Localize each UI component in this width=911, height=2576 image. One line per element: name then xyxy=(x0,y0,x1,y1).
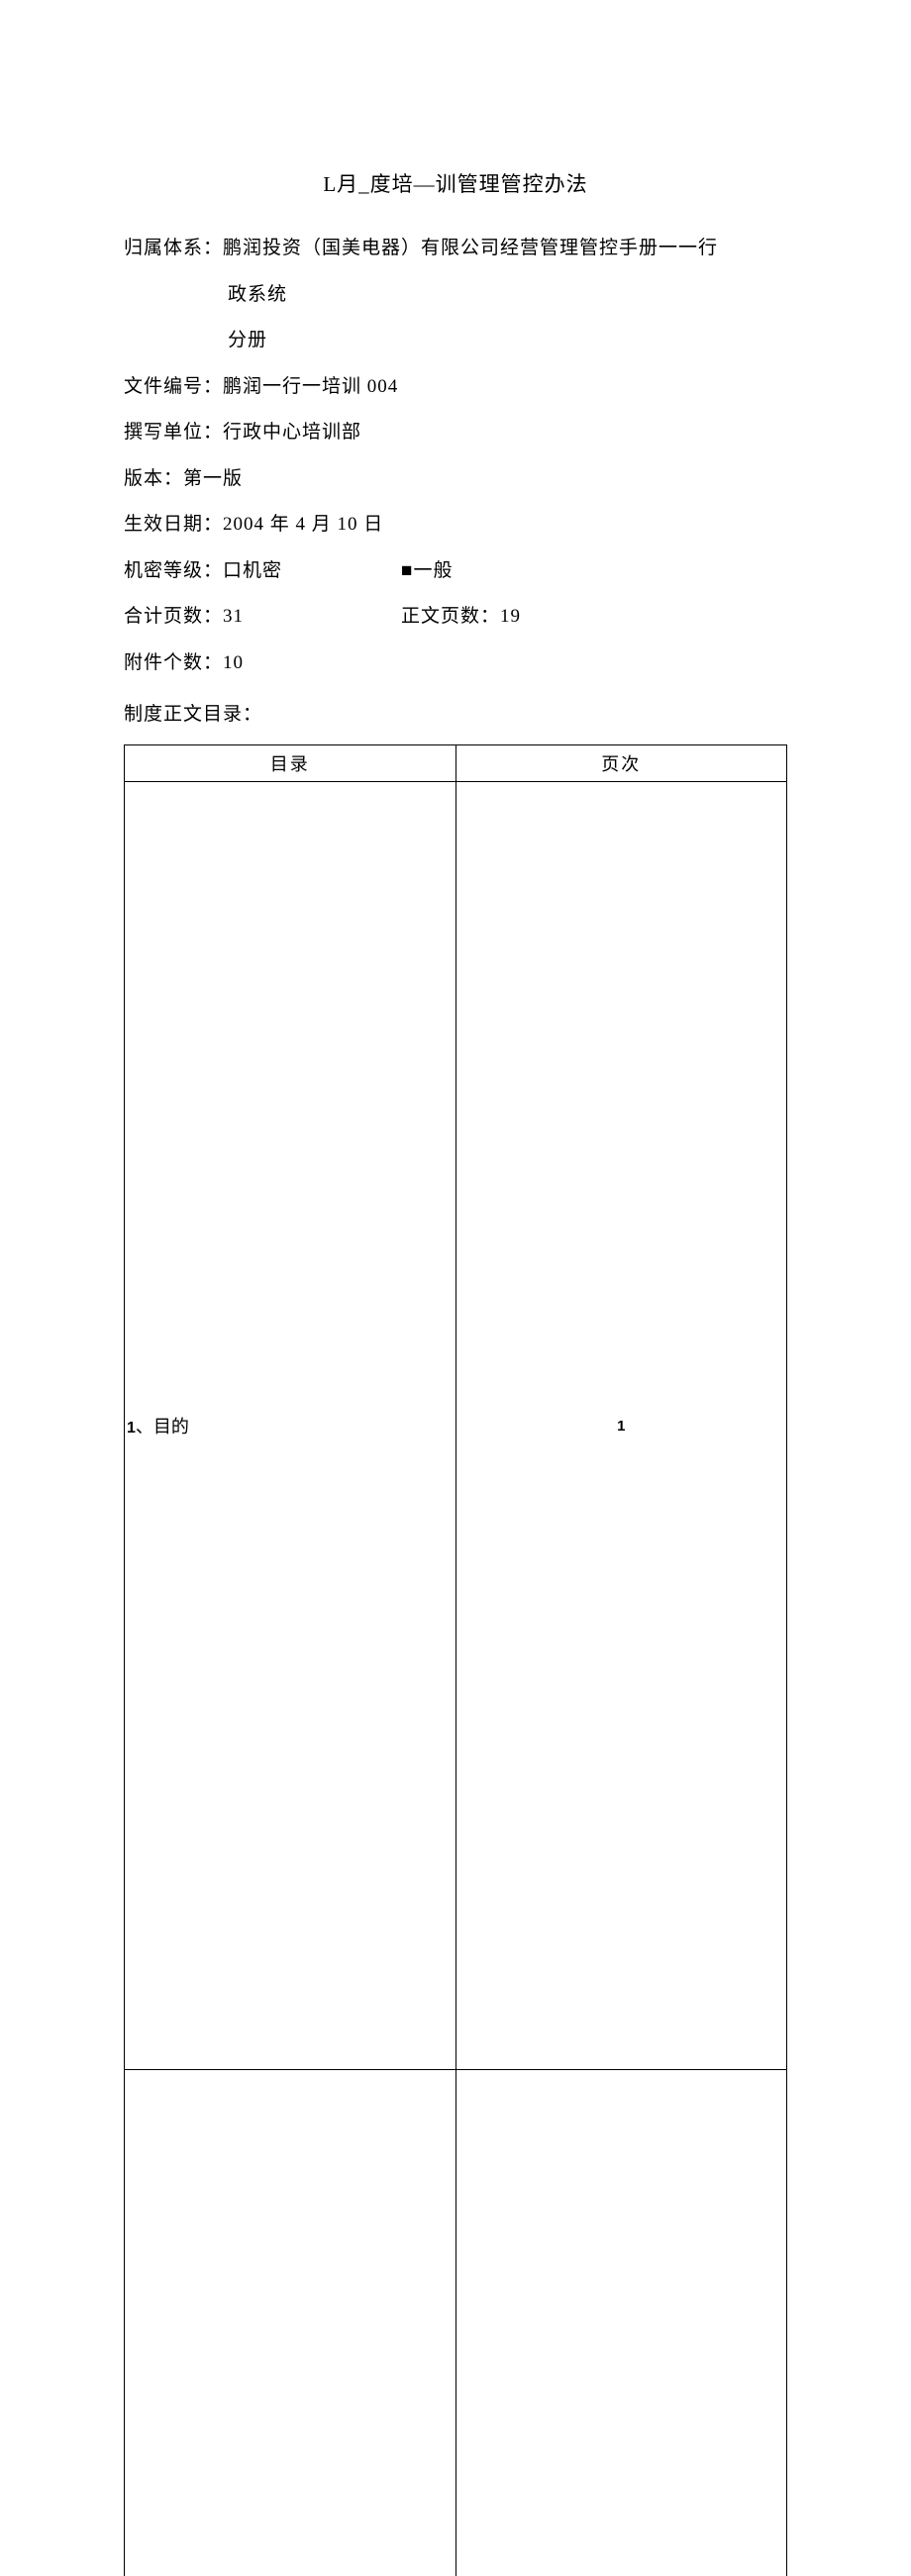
toc-page-cell: 1 xyxy=(456,2070,787,2576)
toc-header-col2: 页次 xyxy=(456,745,787,782)
toc-heading: 制度正文目录： xyxy=(124,692,787,739)
effective-label: 生效日期： xyxy=(124,514,223,535)
toc-item-number: 1 xyxy=(127,1420,136,1437)
version-label: 版本： xyxy=(124,468,183,489)
totalpages-value: 31 xyxy=(223,606,244,627)
table-row: 1、目的1 xyxy=(125,782,787,2070)
table-row: 2、范围1 xyxy=(125,2070,787,2576)
belong-value-1: 鹏润投资（国美电器）有限公司经营管理管控手册一一行 xyxy=(223,238,718,258)
toc-table: 目录 页次 1、目的12、范围13、名词解释14、职责15、作业合适的内容16、… xyxy=(124,744,787,2576)
totalpages-label: 合计页数： xyxy=(124,606,223,627)
author-value: 行政中心培训部 xyxy=(223,422,361,443)
toc-item-cell: 2、范围 xyxy=(125,2070,456,2576)
toc-item-cell: 1、目的 xyxy=(125,782,456,2070)
secrecy-opt-general: ■一般 xyxy=(401,548,787,595)
docnum-label: 文件编号： xyxy=(124,376,223,397)
document-page: L月_度培—训管理管控办法 归属体系：鹏润投资（国美电器）有限公司经营管理管控手… xyxy=(0,0,911,1288)
field-belong-line2: 政系统 xyxy=(124,272,787,319)
bodypages-label: 正文页数： xyxy=(401,606,500,627)
toc-header-row: 目录 页次 xyxy=(125,745,787,782)
attcount-label: 附件个数： xyxy=(124,652,223,673)
field-attcount: 附件个数：10 xyxy=(124,641,787,687)
page-title: L月_度培—训管理管控办法 xyxy=(124,168,787,198)
effective-value: 2004 年 4 月 10 日 xyxy=(223,514,383,535)
field-version: 版本：第一版 xyxy=(124,456,787,503)
belong-label: 归属体系： xyxy=(124,238,223,258)
docnum-value: 鹏润一行一培训 004 xyxy=(223,376,398,397)
field-pages: 合计页数：31 正文页数：19 xyxy=(124,594,787,641)
field-docnum: 文件编号：鹏润一行一培训 004 xyxy=(124,364,787,411)
version-value: 第一版 xyxy=(183,468,243,489)
toc-header-col1: 目录 xyxy=(125,745,456,782)
secrecy-label: 机密等级： xyxy=(124,560,223,581)
attcount-value: 10 xyxy=(223,652,244,673)
field-secrecy: 机密等级：口机密 ■一般 xyxy=(124,548,787,595)
secrecy-opt-confidential: 口机密 xyxy=(223,560,282,581)
field-belong-line3: 分册 xyxy=(124,318,787,364)
author-label: 撰写单位： xyxy=(124,422,223,443)
toc-item-label: 、目的 xyxy=(136,1417,189,1437)
bodypages-value: 19 xyxy=(500,606,521,627)
field-effective: 生效日期：2004 年 4 月 10 日 xyxy=(124,502,787,548)
field-author: 撰写单位：行政中心培训部 xyxy=(124,410,787,456)
toc-page-cell: 1 xyxy=(456,782,787,2070)
field-belong-line1: 归属体系：鹏润投资（国美电器）有限公司经营管理管控手册一一行 xyxy=(124,226,787,272)
